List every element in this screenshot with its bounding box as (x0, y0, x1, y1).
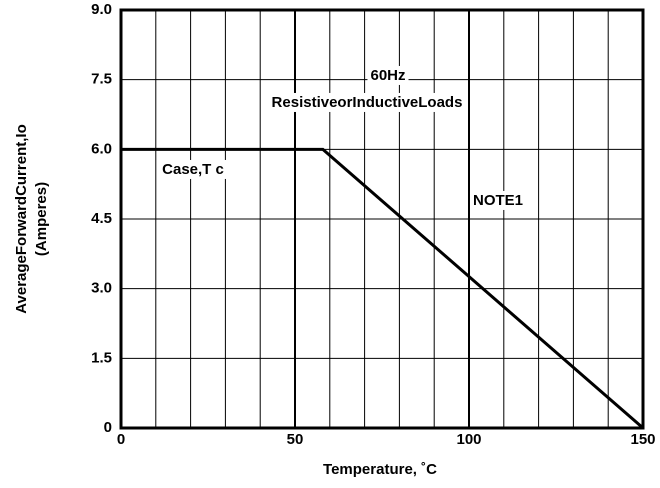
y-tick-label: 3.0 (91, 280, 112, 297)
x-tick-label: 50 (287, 431, 304, 448)
y-tick-label: 7.5 (91, 71, 112, 88)
y-tick-label: 4.5 (91, 210, 112, 227)
x-tick-label: 150 (630, 431, 655, 448)
annotation-background (159, 159, 227, 179)
x-tick-label: 0 (117, 431, 125, 448)
annotation: Case,T c (162, 161, 224, 178)
annotation: ResistiveorInductiveLoads (272, 94, 463, 111)
y-tick-label: 6.0 (91, 140, 112, 157)
y-tick-label: 1.5 (91, 349, 112, 366)
y-tick-label: 0 (104, 419, 112, 436)
y-axis-label: (Amperes) (33, 182, 50, 256)
data-line (121, 147, 644, 430)
y-tick-label: 9.0 (91, 1, 112, 18)
x-axis-label: Temperature, ˚C (323, 461, 437, 478)
annotation-background (367, 65, 409, 85)
annotation-background (268, 92, 466, 112)
plot-frame (119, 8, 645, 430)
y-axis-label: AverageForwardCurrent,Io (13, 124, 30, 314)
annotation: 60Hz (370, 67, 405, 84)
x-tick-label: 100 (456, 431, 481, 448)
annotation: NOTE1 (473, 192, 523, 209)
annotation-background (469, 190, 527, 210)
